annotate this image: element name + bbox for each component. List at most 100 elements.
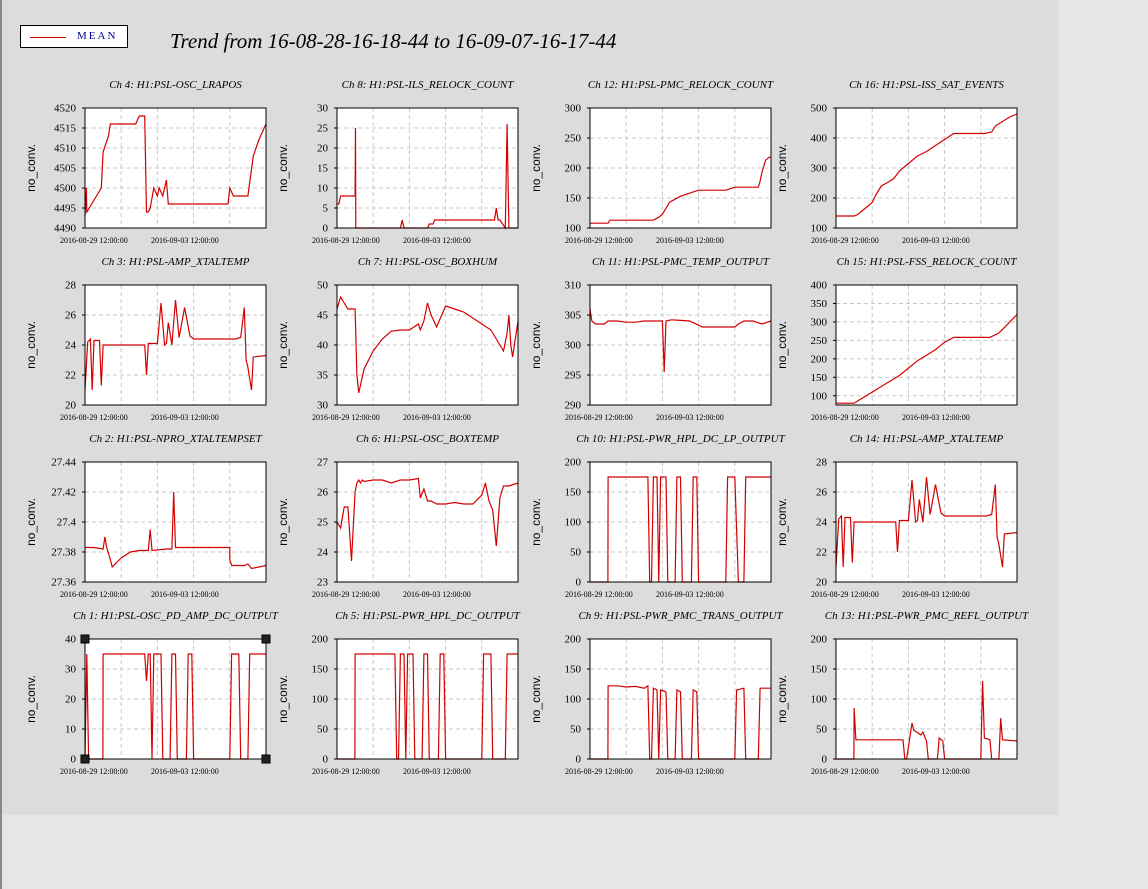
x-tick-label: 2016-08-29 12:00:00 [811, 236, 879, 245]
y-tick-label: 25 [317, 123, 329, 135]
plot-frame [336, 107, 519, 229]
x-tick-label: 2016-08-29 12:00:00 [811, 767, 879, 776]
chart-title: Ch 14: H1:PSL-AMP_XTALTEMP [850, 433, 1004, 445]
chart-title: Ch 3: H1:PSL-AMP_XTALTEMP [101, 256, 249, 268]
y-axis-label: no_conv. [24, 321, 38, 369]
x-tick-label: 2016-08-29 12:00:00 [565, 767, 633, 776]
legend-box[interactable]: MEAN [20, 25, 128, 48]
y-tick-label: 35 [317, 370, 329, 382]
y-tick-label: 100 [565, 517, 582, 529]
page-title: Trend from 16-08-28-16-18-44 to 16-09-07… [170, 29, 617, 53]
plot-frame [84, 107, 267, 229]
y-tick-label: 0 [323, 223, 329, 235]
y-tick-label: 50 [816, 724, 828, 736]
plot-frame [835, 107, 1018, 229]
chart-title: Ch 10: H1:PSL-PWR_HPL_DC_LP_OUTPUT [576, 433, 785, 445]
chart-title: Ch 13: H1:PSL-PWR_PMC_REFL_OUTPUT [825, 610, 1029, 622]
window-bottom-area [0, 815, 1148, 889]
y-tick-label: 250 [565, 133, 582, 145]
plot-area [590, 285, 771, 405]
chart-title: Ch 11: H1:PSL-PMC_TEMP_OUTPUT [592, 256, 770, 268]
chart-title: Ch 9: H1:PSL-PWR_PMC_TRANS_OUTPUT [578, 610, 783, 622]
y-tick-label: 200 [811, 634, 828, 646]
selection-handle[interactable] [261, 754, 271, 764]
y-tick-label: 20 [317, 143, 329, 155]
series-line [835, 476, 1018, 568]
y-tick-label: 200 [811, 193, 828, 205]
y-tick-label: 350 [811, 298, 828, 310]
y-tick-label: 300 [811, 316, 828, 328]
x-tick-label: 2016-08-29 12:00:00 [312, 767, 380, 776]
y-tick-label: 26 [65, 310, 77, 322]
y-axis-label: no_conv. [24, 675, 38, 723]
y-axis-label: no_conv. [276, 675, 290, 723]
y-axis-label: no_conv. [775, 675, 789, 723]
selection-handle[interactable] [80, 634, 90, 644]
chart-panel: Ch 1: H1:PSL-OSC_PD_AMP_DC_OUTPUT 0 10 20 30… [24, 610, 279, 776]
x-tick-label: 2016-08-29 12:00:00 [312, 590, 380, 599]
y-tick-label: 4520 [54, 103, 77, 115]
y-tick-label: 305 [565, 310, 582, 322]
x-tick-label: 2016-09-03 12:00:00 [403, 413, 471, 422]
y-tick-label: 200 [565, 634, 582, 646]
x-tick-label: 2016-08-29 12:00:00 [565, 236, 633, 245]
y-axis-label: no_conv. [529, 144, 543, 192]
y-tick-label: 400 [811, 133, 828, 145]
x-tick-label: 2016-08-29 12:00:00 [811, 590, 879, 599]
selection-handle[interactable] [80, 754, 90, 764]
y-tick-label: 28 [816, 457, 828, 469]
y-tick-label: 22 [816, 547, 827, 559]
x-tick-label: 2016-08-29 12:00:00 [312, 413, 380, 422]
y-tick-label: 300 [565, 340, 582, 352]
plot-area [85, 462, 266, 582]
series-line [85, 491, 267, 570]
y-tick-label: 4505 [54, 163, 77, 175]
y-tick-label: 30 [65, 664, 77, 676]
y-tick-label: 295 [565, 370, 582, 382]
y-axis-label: no_conv. [276, 144, 290, 192]
series-line [589, 308, 772, 373]
y-tick-label: 24 [317, 547, 329, 559]
x-tick-label: 2016-08-29 12:00:00 [60, 413, 128, 422]
x-tick-label: 2016-09-03 12:00:00 [902, 413, 970, 422]
y-axis-label: no_conv. [529, 498, 543, 546]
chart-panel: Ch 5: H1:PSL-PWR_HPL_DC_OUTPUT 0 50 100 150 2… [276, 610, 521, 776]
plot-frame [336, 284, 519, 406]
chart-title: Ch 1: H1:PSL-OSC_PD_AMP_DC_OUTPUT [73, 610, 279, 622]
y-tick-label: 30 [317, 400, 329, 412]
chart-title: Ch 7: H1:PSL-OSC_BOXHUM [358, 256, 498, 268]
y-tick-label: 50 [317, 280, 329, 292]
plot-frame [589, 461, 772, 583]
y-tick-label: 0 [576, 754, 582, 766]
x-tick-label: 2016-09-03 12:00:00 [151, 236, 219, 245]
x-tick-label: 2016-09-03 12:00:00 [656, 767, 724, 776]
y-tick-label: 150 [565, 193, 582, 205]
y-tick-label: 24 [65, 340, 77, 352]
y-tick-label: 27.44 [51, 457, 76, 469]
series-line [836, 314, 1018, 404]
y-tick-label: 50 [570, 547, 582, 559]
y-tick-label: 100 [811, 223, 828, 235]
y-tick-label: 27.4 [57, 517, 77, 529]
y-tick-label: 24 [816, 517, 828, 529]
chart-panel: Ch 16: H1:PSL-ISS_SAT_EVENTS 100 200 300 400… [775, 79, 1018, 245]
y-axis-label: no_conv. [775, 321, 789, 369]
chart-panel: Ch 15: H1:PSL-FSS_RELOCK_COUNT 100 150 200 2… [775, 256, 1018, 422]
plot-area [85, 108, 266, 228]
y-tick-label: 300 [565, 103, 582, 115]
y-axis-label: no_conv. [775, 498, 789, 546]
x-tick-label: 2016-09-03 12:00:00 [403, 590, 471, 599]
y-tick-label: 40 [65, 634, 77, 646]
y-axis-label: no_conv. [775, 144, 789, 192]
chart-title: Ch 2: H1:PSL-NPRO_XTALTEMPSET [89, 433, 262, 445]
x-tick-label: 2016-09-03 12:00:00 [403, 236, 471, 245]
legend-line-swatch [30, 37, 66, 38]
chart-panel: Ch 11: H1:PSL-PMC_TEMP_OUTPUT 290 295 300 30… [529, 256, 772, 422]
y-tick-label: 100 [312, 694, 329, 706]
plot-frame [336, 638, 519, 760]
y-tick-label: 100 [565, 694, 582, 706]
plot-frame [589, 638, 772, 760]
plot-frame [835, 638, 1018, 760]
selection-handle[interactable] [261, 634, 271, 644]
chart-title: Ch 4: H1:PSL-OSC_LRAPOS [109, 79, 242, 91]
